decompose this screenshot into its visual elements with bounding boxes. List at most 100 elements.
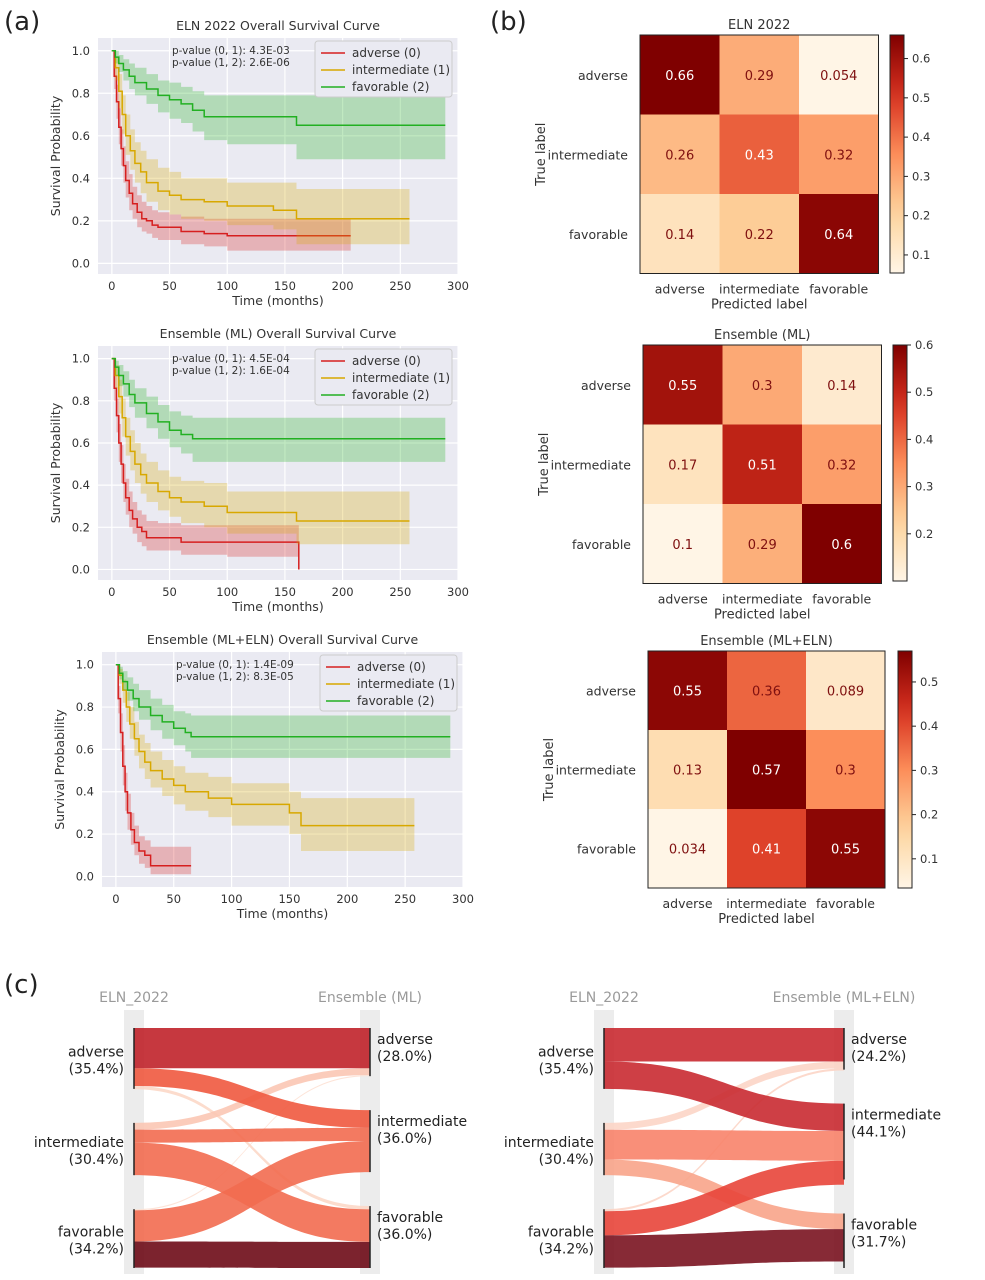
heatmap-cell [802, 345, 882, 425]
heatmap-cell [719, 35, 800, 115]
y-tick-label: 0.0 [72, 562, 90, 576]
heatmap-cell [640, 35, 720, 115]
sankey-flow [604, 1028, 844, 1062]
x-tick-label: 250 [389, 279, 411, 293]
heatmap-cell [640, 194, 720, 274]
x-axis-label: Predicted label [711, 298, 808, 313]
legend-label: intermediate (1) [352, 371, 450, 385]
cell-value-label: 0.3 [835, 764, 856, 779]
p-value-annotation: p-value (0, 1): 4.5E-04 [172, 353, 290, 365]
y-axis-label: Survival Probability [52, 709, 67, 830]
chart-title: ELN 2022 [728, 18, 790, 33]
x-tick-label: 50 [166, 892, 181, 906]
heatmap-cell [802, 504, 882, 584]
sankey-flow [134, 1085, 370, 1210]
y-tick-label: 0.2 [72, 520, 90, 534]
heatmap-cell [640, 114, 720, 195]
y-tick-label: 1.0 [76, 658, 94, 672]
left-node-pct: (35.4%) [539, 1061, 594, 1077]
colorbar-tick-label: 0.3 [915, 480, 933, 494]
survival-curve [111, 357, 410, 522]
heatmap-cell [643, 504, 723, 584]
x-tick-label: 150 [274, 279, 296, 293]
x-tick-label: 300 [452, 892, 474, 906]
row-tick-label: adverse [586, 684, 636, 699]
right-column-title: Ensemble (ML) [318, 990, 422, 1006]
cell-value-label: 0.66 [665, 69, 694, 84]
cell-value-label: 0.13 [673, 764, 702, 779]
colorbar-tick-label: 0.4 [915, 432, 933, 446]
left-node-pct: (34.2%) [69, 1242, 124, 1258]
heatmap-cell [648, 651, 728, 731]
charts-layer: 0 50 100 150 200 250 300 0.0 0.2 0.4 0.6 0.8 1.0 ELN … [34, 18, 941, 1274]
x-tick-label: 200 [332, 585, 354, 599]
col-tick-label: favorable [812, 592, 871, 607]
left-node-pct: (30.4%) [69, 1152, 124, 1168]
y-tick-label: 0.6 [76, 742, 94, 756]
heatmap-cell [799, 114, 879, 195]
heatmap-cell [799, 194, 879, 274]
right-node-pct: (31.7%) [851, 1234, 906, 1250]
confidence-band [111, 358, 410, 545]
right-node-label: adverse [851, 1032, 907, 1048]
heatmap-cell [648, 809, 728, 889]
survival-curve [115, 663, 192, 867]
x-tick-label: 300 [447, 279, 469, 293]
p-value-annotation: p-value (0, 1): 1.4E-09 [176, 659, 294, 671]
heatmap-cell [722, 424, 803, 505]
legend-label: favorable (2) [352, 80, 429, 94]
cell-value-label: 0.054 [820, 69, 857, 84]
x-tick-label: 100 [216, 585, 238, 599]
sankey-flow [134, 1074, 370, 1211]
col-tick-label: adverse [658, 592, 708, 607]
x-axis-label: Time (months) [231, 599, 323, 614]
col-tick-label: favorable [809, 282, 868, 297]
heatmap-cell [727, 651, 807, 731]
right-node-label: favorable [851, 1217, 917, 1233]
left-node-label: intermediate [504, 1135, 594, 1151]
y-tick-label: 0.4 [72, 171, 90, 185]
y-tick-label: 0.2 [76, 827, 94, 841]
cell-value-label: 0.55 [668, 379, 697, 394]
x-axis-label: Time (months) [236, 906, 328, 921]
survival-curve [111, 50, 446, 126]
row-tick-label: adverse [581, 378, 631, 393]
p-value-annotation: p-value (1, 2): 2.6E-06 [172, 57, 290, 69]
col-tick-label: adverse [655, 282, 705, 297]
heatmap-cell [722, 504, 803, 584]
heatmap-frame [647, 650, 886, 889]
survival-curve [115, 663, 415, 827]
x-axis-label: Predicted label [714, 608, 811, 623]
y-axis-label: True label [537, 433, 552, 497]
right-node-label: adverse [377, 1032, 433, 1048]
legend-label: intermediate (1) [352, 63, 450, 77]
colorbar [889, 34, 905, 274]
sankey-flow [134, 1127, 370, 1143]
survival-curve [111, 50, 410, 220]
chart-title: Ensemble (ML) Overall Survival Curve [160, 326, 397, 341]
col-tick-label: favorable [816, 896, 875, 911]
y-axis-label: True label [534, 123, 549, 187]
colorbar-tick-label: 0.4 [912, 130, 930, 144]
row-tick-label: intermediate [548, 147, 629, 162]
heatmap-cell [643, 424, 723, 505]
col-tick-label: intermediate [719, 282, 800, 297]
row-tick-label: favorable [572, 537, 631, 552]
confidence-band [111, 50, 351, 251]
left-node-pct: (30.4%) [539, 1152, 594, 1168]
heatmap-cell [806, 730, 886, 810]
sankey-flow [134, 1028, 370, 1069]
sankey-flow [604, 1229, 844, 1268]
row-tick-label: intermediate [551, 457, 632, 472]
km-eln-chart: 0 50 100 150 200 250 300 0.0 0.2 0.4 0.6 0.8 1.0 ELN … [48, 18, 469, 308]
heatmap-cell [802, 424, 882, 505]
confidence-band [111, 50, 410, 245]
row-tick-label: adverse [578, 68, 628, 83]
right-node-label: intermediate [377, 1114, 467, 1130]
left-node-label: intermediate [34, 1135, 124, 1151]
cell-value-label: 0.32 [824, 148, 853, 163]
y-tick-label: 0.8 [72, 394, 90, 408]
legend-label: adverse (0) [352, 354, 421, 368]
x-axis-label: Time (months) [231, 293, 323, 308]
confidence-band [115, 664, 415, 851]
